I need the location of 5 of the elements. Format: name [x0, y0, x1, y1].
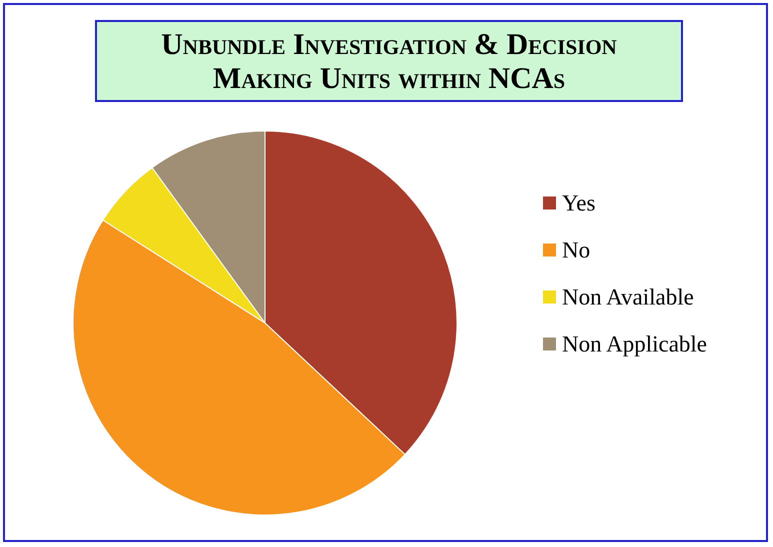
legend-label: Non Applicable	[562, 332, 707, 356]
chart-title: Unbundle Investigation & Decision Making Units within NCAs	[95, 20, 683, 102]
legend-label: No	[562, 238, 590, 262]
legend-label: Non Available	[562, 284, 694, 310]
legend-label: Yes	[562, 190, 596, 216]
